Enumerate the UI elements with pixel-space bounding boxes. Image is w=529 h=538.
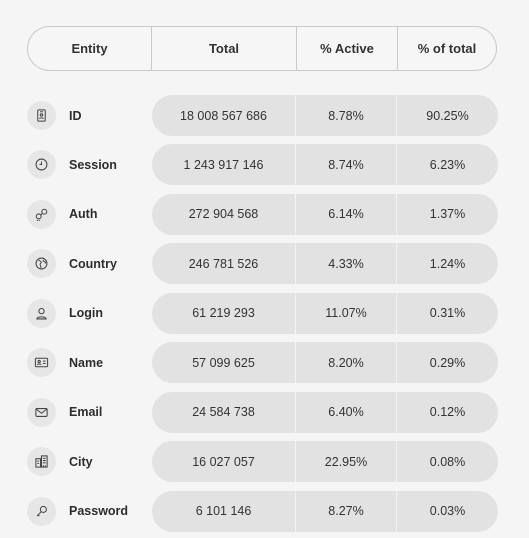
header-total[interactable]: Total [151,27,296,70]
key-auth-icon [27,199,56,229]
globe-icon [27,249,56,279]
total-cell: 272 904 568 [188,207,259,222]
header-active[interactable]: % Active [296,27,397,70]
row-values: 61 219 293 11.07% 0.31% [152,292,498,334]
row-values: 18 008 567 686 8.78% 90.25% [152,95,498,136]
entity-label: Country [69,256,117,271]
percent-of-total-cell: 6.23% [396,144,498,186]
entity-label: ID [69,108,82,123]
row-values: 24 584 738 6.40% 0.12% [152,391,498,433]
active-cell: 8.74% [295,144,396,186]
table-row[interactable]: City 16 027 057 22.95% 0.08% [0,441,529,483]
table-row[interactable]: Country 246 781 526 4.33% 1.24% [0,243,529,285]
table-row[interactable]: ID 18 008 567 686 8.78% 90.25% [0,95,529,136]
percent-of-total-cell: 0.12% [396,391,498,433]
percent-of-total-cell: 1.24% [396,243,498,285]
entity-label: Password [69,504,129,519]
row-values: 16 027 057 22.95% 0.08% [152,441,498,483]
entity-table-body: ID 18 008 567 686 8.78% 90.25% Session 1… [0,95,529,538]
entity-label: Name [69,355,104,370]
table-row[interactable]: Email 24 584 738 6.40% 0.12% [0,391,529,433]
clock-icon [27,150,56,180]
percent-of-total-cell: 0.31% [396,292,498,334]
entity-label: Session [69,157,117,172]
table-header: Entity Total % Active % of total [27,26,497,71]
table-row[interactable]: Password 6 101 146 8.27% 0.03% [0,490,529,532]
header-percent-of-total[interactable]: % of total [397,27,496,70]
active-cell: 8.78% [295,95,396,136]
percent-of-total-cell: 90.25% [396,95,498,136]
percent-of-total-cell: 1.37% [396,193,498,235]
entity-label: Auth [69,207,98,222]
row-values: 246 781 526 4.33% 1.24% [152,243,498,285]
total-cell: 1 243 917 146 [183,157,264,172]
percent-of-total-cell: 0.03% [396,490,498,532]
percent-of-total-cell: 0.29% [396,342,498,384]
total-cell: 6 101 146 [195,504,252,519]
active-cell: 8.20% [295,342,396,384]
active-cell: 22.95% [295,441,396,483]
table-row[interactable]: Name 57 099 625 8.20% 0.29% [0,342,529,384]
total-cell: 16 027 057 [192,454,255,469]
user-icon [27,298,56,328]
envelope-icon [27,397,56,427]
id-badge-icon [27,101,56,130]
total-cell: 24 584 738 [192,405,255,420]
row-values: 272 904 568 6.14% 1.37% [152,193,498,235]
entity-label: City [69,454,93,469]
row-values: 57 099 625 8.20% 0.29% [152,342,498,384]
total-cell: 18 008 567 686 [180,108,267,123]
total-cell: 246 781 526 [188,256,259,271]
active-cell: 6.40% [295,391,396,433]
entity-label: Login [69,306,104,321]
buildings-icon [27,447,56,477]
row-values: 6 101 146 8.27% 0.03% [152,490,498,532]
percent-of-total-cell: 0.08% [396,441,498,483]
id-card-icon [27,348,56,378]
active-cell: 6.14% [295,193,396,235]
header-entity[interactable]: Entity [71,41,108,56]
table-row[interactable]: Login 61 219 293 11.07% 0.31% [0,292,529,334]
table-row[interactable]: Auth 272 904 568 6.14% 1.37% [0,193,529,235]
entity-label: Email [69,405,103,420]
active-cell: 8.27% [295,490,396,532]
active-cell: 4.33% [295,243,396,285]
active-cell: 11.07% [295,292,396,334]
key-icon [27,496,56,526]
total-cell: 61 219 293 [192,306,255,321]
total-cell: 57 099 625 [192,355,255,370]
row-values: 1 243 917 146 8.74% 6.23% [152,144,498,186]
table-row[interactable]: Session 1 243 917 146 8.74% 6.23% [0,144,529,186]
